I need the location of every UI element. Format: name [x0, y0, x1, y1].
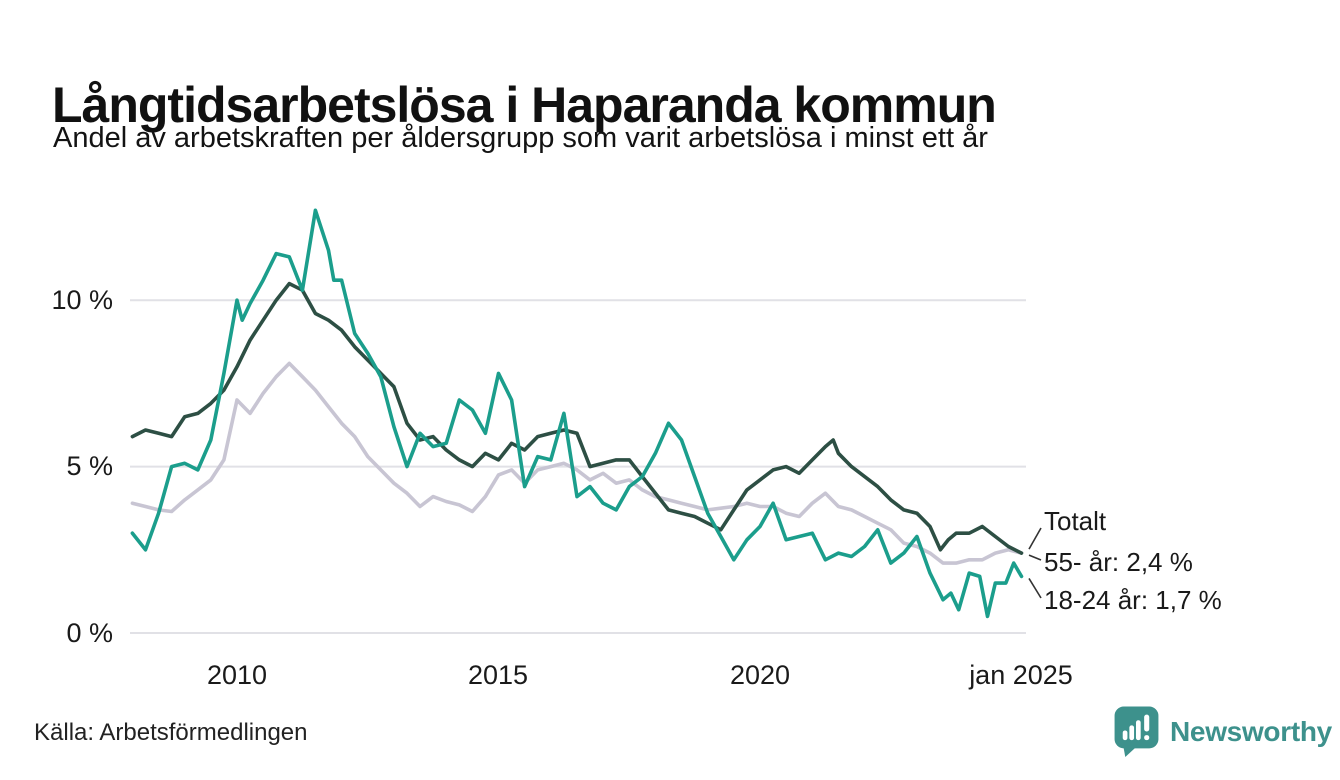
x-tick-2020: 2020 [729, 660, 791, 690]
source-note: Källa: Arbetsförmedlingen [34, 719, 308, 746]
newsworthy-logo: Newsworthy [1114, 706, 1332, 757]
x-tick-2015: 2015 [467, 660, 529, 690]
x-tick-2010: 2010 [206, 660, 268, 690]
page-title: Långtidsarbetslösa i Haparanda kommun [52, 76, 997, 133]
series-line-totalt [130, 281, 1024, 555]
newsworthy-bubble-chart-icon [1114, 706, 1159, 757]
series-line-18-24-r [130, 208, 1024, 619]
annotation-18-24-ar: 18-24 år: 1,7 % [1044, 585, 1222, 615]
annotation-totalt: Totalt [1044, 506, 1107, 536]
y-tick-5: 5 % [66, 451, 113, 481]
series-line-55-r [130, 361, 1024, 565]
newsworthy-wordmark: Newsworthy [1170, 715, 1332, 747]
annotation-connector-1 [1028, 554, 1042, 561]
annotation-connector-0 [1028, 527, 1042, 550]
annotation-connector-2 [1028, 577, 1042, 599]
y-tick-0: 0 % [66, 618, 113, 648]
chart-subtitle: Andel av arbetskraften per åldersgrupp s… [53, 122, 988, 154]
y-tick-10: 10 % [51, 285, 113, 315]
x-tick-jan-2025: jan 2025 [969, 660, 1073, 690]
annotation-55-ar: 55- år: 2,4 % [1044, 547, 1193, 577]
